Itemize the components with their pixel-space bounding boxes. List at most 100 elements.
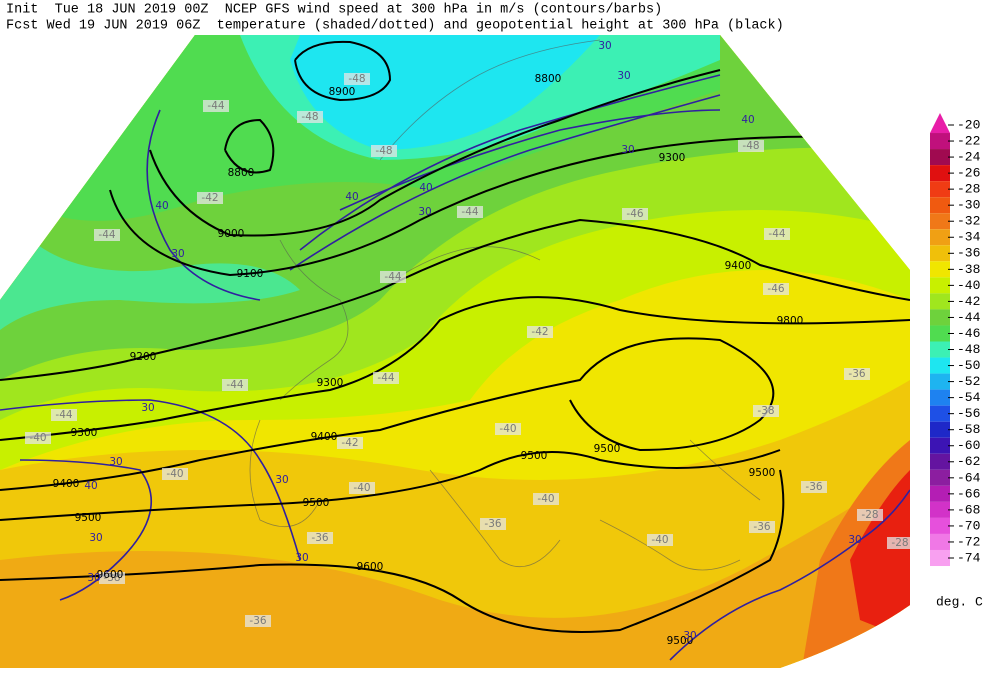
temperature-label-bg [349,482,375,494]
colorbar-unit: deg. C [936,594,983,609]
temperature-label-bg [764,228,790,240]
temperature-label: -40 [353,482,370,494]
temperature-label: -48 [301,111,318,123]
wind-label: 40 [419,182,432,194]
wind-label: 30 [598,40,611,52]
wind-label: 40 [84,480,97,492]
temperature-label-bg [738,140,764,152]
temperature-label-bg [307,532,333,544]
colorbar-label: -64 [957,470,981,485]
temperature-label: -28 [861,509,878,521]
colorbar-box [930,405,950,422]
height-label: 8800 [535,73,562,85]
colorbar-box [930,133,950,150]
height-label: 8900 [329,86,356,98]
colorbar-label: -38 [957,262,980,277]
colorbar-cap [930,112,950,134]
wind-label: 30 [89,532,102,544]
temperature-label-bg [337,437,363,449]
temperature-label-bg [495,423,521,435]
height-label: 9600 [357,561,384,573]
height-label: 9500 [521,450,548,462]
temperature-label: -44 [55,409,72,421]
colorbar-label: -46 [957,326,980,341]
height-contours [0,40,910,633]
height-label: 9400 [725,260,752,272]
temperature-label: -42 [531,326,548,338]
wind-label: 40 [345,191,358,203]
colorbar-box [930,165,950,182]
colorbar-box [930,437,950,454]
height-label: 9300 [71,427,98,439]
temperature-label-bg [527,326,553,338]
colorbar-box [930,373,950,390]
map-labels: -48 -44 -48 -48 -42 -44 -44 -44 -46 -48 -44 -46 -42 -… [25,40,910,647]
height-label: 9100 [237,268,264,280]
colorbar-box [930,245,950,262]
temperature-label: -46 [626,208,643,220]
colorbar-box [930,197,950,214]
colorbar-label: -36 [957,246,980,261]
temperature-label: -46 [767,283,784,295]
temperature-label-bg [457,206,483,218]
temperature-label: -36 [249,615,266,627]
temperature-label-bg [373,372,399,384]
temperature-label-bg [371,145,397,157]
height-label: 9600 [97,569,124,581]
colorbar-label: -26 [957,166,980,181]
colorbar-label: -34 [957,230,981,245]
temperature-label: -38 [757,405,774,417]
temperature-label: -36 [484,518,501,530]
colorbar-box [930,389,950,406]
temperature-label-bg [344,73,370,85]
colorbar-box [930,309,950,326]
colorbar-label: -54 [957,390,981,405]
temperature-label: -38 [103,572,120,584]
height-label: 9500 [75,512,102,524]
colorbar-box [930,213,950,230]
temperature-label: -42 [201,192,218,204]
temperature-label-bg [844,368,870,380]
wind-label: 30 [848,534,861,546]
colorbar-box [930,181,950,198]
temperature-label: -40 [651,534,668,546]
colorbar-box [930,149,950,166]
wind-label: 40 [155,200,168,212]
wind-label: 30 [683,630,696,642]
colorbar-label: -66 [957,486,980,501]
temperature-label-bg [51,409,77,421]
temperature-label-bg [222,379,248,391]
height-label: 8800 [228,167,255,179]
wind-label: 30 [87,572,100,584]
colorbar-label: -50 [957,358,980,373]
height-label: 9500 [667,635,694,647]
temperature-label: -36 [805,481,822,493]
wind-label: 30 [418,206,431,218]
colorbar-label: -52 [957,374,980,389]
height-label: 9300 [317,377,344,389]
temperature-label: -44 [377,372,394,384]
wind-label: 30 [617,70,630,82]
temperature-label-bg [749,521,775,533]
temperature-label-bg [480,518,506,530]
temperature-label-bg [245,615,271,627]
wind-label: 30 [141,402,154,414]
wind-contours [0,74,910,661]
height-label: 9400 [53,478,80,490]
colorbar-box [930,549,950,567]
header-line-1: Init Tue 18 JUN 2019 00Z NCEP GFS wind s… [6,3,662,18]
temperature-label: -42 [341,437,358,449]
temperature-label: -44 [207,100,224,112]
temperature-label-bg [162,468,188,480]
colorbar-label: -22 [957,133,980,148]
temperature-label-bg [380,271,406,283]
colorbar-box [930,501,950,518]
wind-label: 30 [171,248,184,260]
colorbar-label: -62 [957,454,980,469]
height-label: 9500 [594,443,621,455]
temperature-label: -36 [311,532,328,544]
colorbar-box [930,469,950,486]
height-label: 9500 [749,467,776,479]
